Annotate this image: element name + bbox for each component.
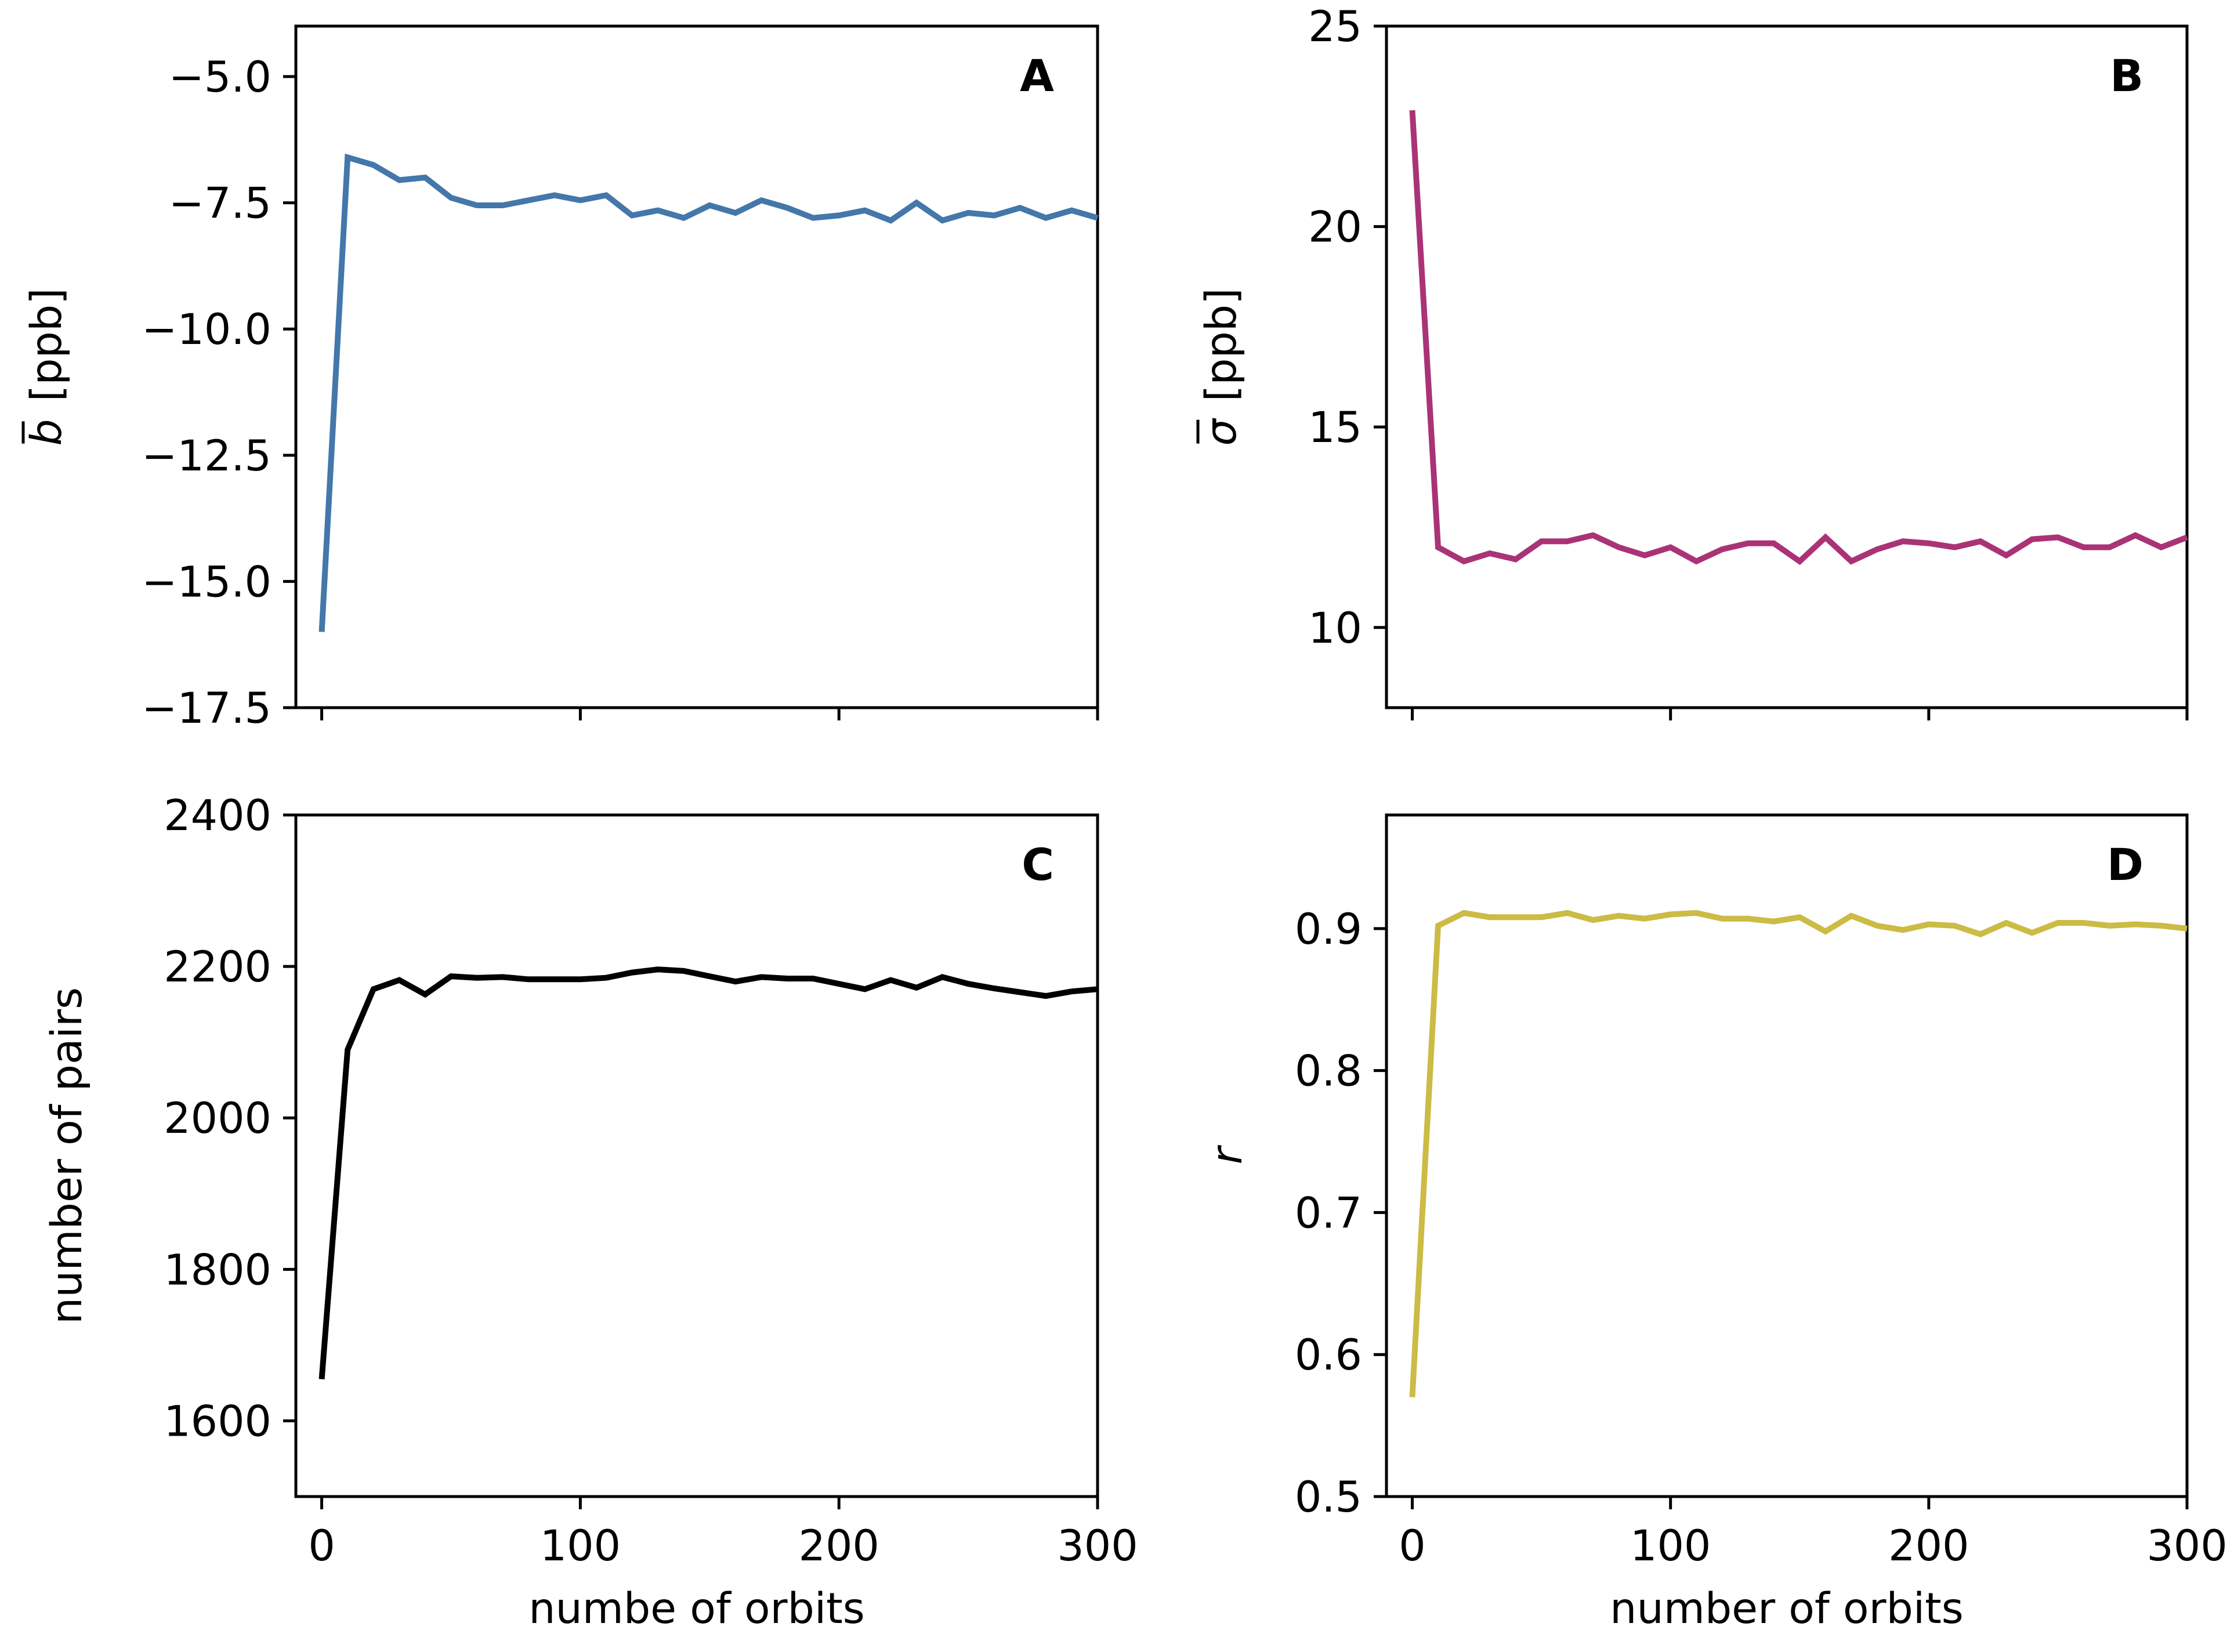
panel-d-ylabel: r [1203, 1145, 1252, 1165]
panel-c-xtick-label: 200 [799, 1521, 879, 1571]
panel-d-ytick-label: 0.9 [1295, 905, 1362, 954]
panel-b-series-line [1409, 110, 2188, 566]
panel-c-ytick-label: 2000 [164, 1094, 271, 1143]
panel-c-xlabel: numbe of orbits [528, 1584, 865, 1633]
panel-d-xtick-label: 100 [1630, 1521, 1711, 1571]
panel-d-xtick-label: 200 [1888, 1521, 1969, 1571]
panel-c-xtick-label: 0 [308, 1521, 335, 1571]
panel-c-series-line [318, 966, 1098, 1379]
panel-c-frame [294, 813, 1099, 1498]
panel-d-xlabel: number of orbits [1610, 1584, 1964, 1633]
panel-a-ytick-label: −12.5 [142, 432, 271, 481]
panel-d-xtick-label: 0 [1399, 1521, 1425, 1571]
panel-a-ytick-label: −5.0 [169, 53, 271, 102]
panel-d-ytick-label: 0.6 [1295, 1331, 1362, 1380]
panel-b-ytick-label: 10 [1308, 604, 1362, 653]
panel-b: 10 15 20 25 Bσ[ppb] [1197, 2, 2189, 720]
panel-c-ytick-label: 2400 [164, 791, 271, 841]
panel-a-label: A [1020, 50, 1054, 102]
panel-a-ylabel: b[ppb] [22, 288, 71, 445]
panel-d-ytick-label: 0.7 [1295, 1189, 1362, 1238]
panel-b-frame [1385, 24, 2189, 709]
panel-c-xtick-label: 100 [540, 1521, 621, 1571]
panel-d-label: D [2107, 839, 2144, 890]
panel-a: −5.0 −7.5 −10.0 −12.5 −15.0 −17.5 Ab[ppb] [22, 24, 1099, 733]
panel-a-frame [294, 24, 1099, 709]
panel-c-ytick-label: 1800 [164, 1245, 271, 1295]
panel-d-series-line [1409, 910, 2188, 1397]
panel-c-ytick-label: 1600 [164, 1397, 271, 1446]
panel-d-ytick-label: 0.8 [1295, 1047, 1362, 1096]
panel-b-ylabel: σ[ppb] [1197, 288, 1246, 445]
panel-c-xtick-label: 300 [1057, 1521, 1138, 1571]
panel-b-label: B [2110, 50, 2144, 102]
panel-d-ytick-label: 0.5 [1295, 1473, 1362, 1522]
panel-a-series-line [318, 153, 1099, 632]
panel-a-ytick-label: −10.0 [142, 305, 271, 354]
panel-c-ylabel: number of pairs [42, 987, 92, 1324]
panel-b-ytick-label: 15 [1308, 403, 1362, 452]
panel-a-ytick-label: −17.5 [142, 684, 271, 733]
panel-c-label: C [1022, 839, 1054, 890]
panel-a-ytick-label: −7.5 [169, 179, 271, 229]
panel-c-ytick-label: 2200 [164, 943, 271, 992]
panel-d-xtick-label: 300 [2146, 1521, 2227, 1571]
panel-b-ytick-label: 20 [1308, 203, 1362, 252]
panel-a-ytick-label: −15.0 [142, 557, 271, 607]
panel-b-ytick-label: 25 [1308, 2, 1362, 52]
panel-d-frame [1385, 813, 2189, 1498]
